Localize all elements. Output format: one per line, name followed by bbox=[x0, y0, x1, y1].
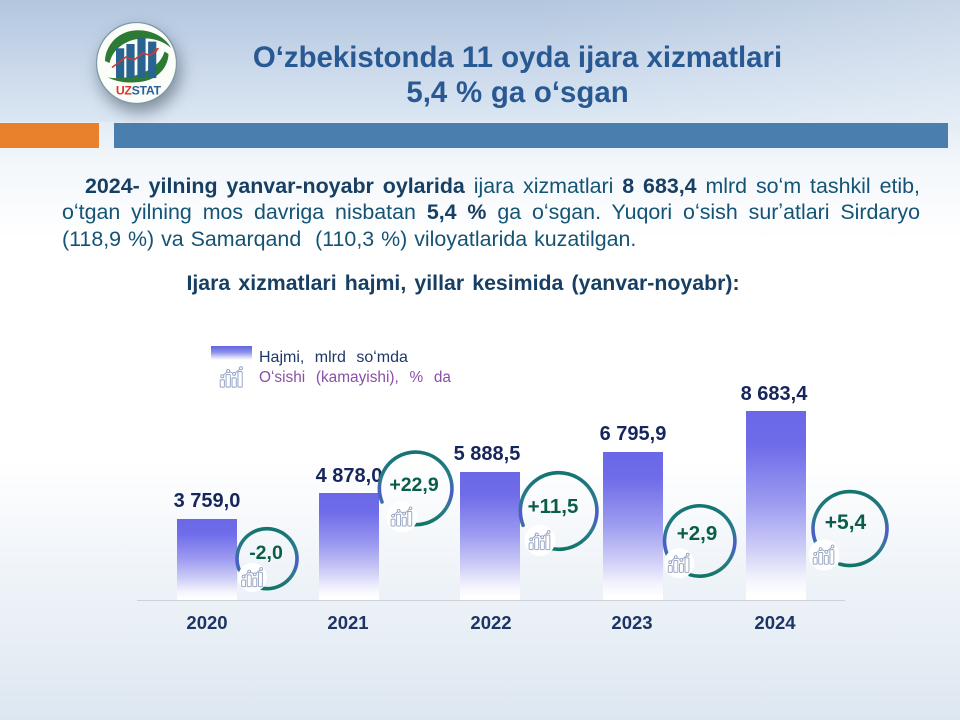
svg-text:UZSTAT: UZSTAT bbox=[116, 84, 162, 98]
